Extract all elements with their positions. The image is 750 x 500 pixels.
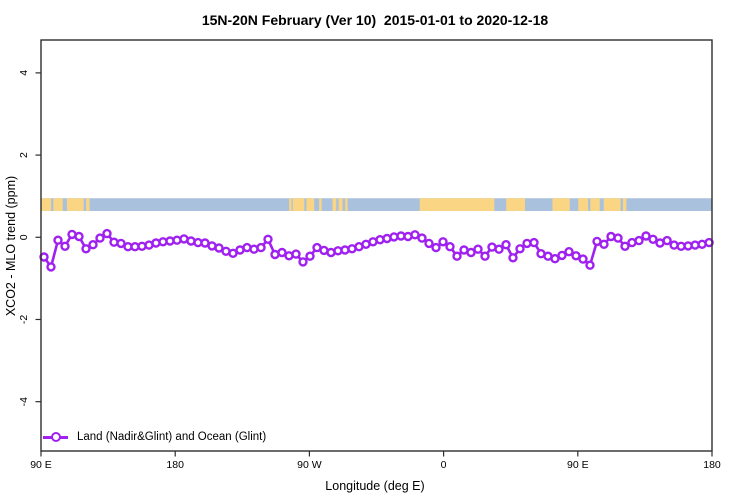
data-point <box>501 239 511 250</box>
y-tick-label: 2 <box>18 152 30 158</box>
data-point <box>46 262 56 272</box>
data-point <box>599 239 609 250</box>
data-point <box>417 233 427 243</box>
data-point <box>508 253 518 263</box>
data-point <box>438 237 448 247</box>
y-tick-label: -2 <box>18 315 30 324</box>
legend-line-symbol <box>43 432 68 442</box>
map-land-segment <box>66 198 84 211</box>
data-point <box>81 244 91 254</box>
data-point <box>648 234 658 245</box>
data-point <box>137 241 147 252</box>
x-tick-label: 180 <box>703 459 721 471</box>
data-point <box>585 260 595 270</box>
data-point <box>620 241 630 252</box>
data-point <box>557 250 567 261</box>
plot-border <box>40 39 713 452</box>
data-point <box>375 234 385 245</box>
data-point <box>550 254 560 264</box>
data-point <box>277 247 287 258</box>
data-point <box>466 247 476 258</box>
data-series <box>39 228 714 272</box>
x-tick-label: 0 <box>441 459 447 471</box>
data-point <box>494 244 504 254</box>
data-point <box>95 233 105 243</box>
data-point <box>473 244 483 254</box>
legend-circle-marker <box>50 432 61 442</box>
map-land-segment <box>506 198 526 211</box>
data-point <box>515 244 525 254</box>
legend-label: Land (Nadir&Glint) and Ocean (Glint) <box>77 431 267 443</box>
map-land-segment <box>319 198 322 211</box>
legend: Land (Nadir&Glint) and Ocean (Glint) <box>43 429 266 445</box>
data-point <box>613 233 623 243</box>
data-point <box>410 230 420 240</box>
data-point <box>74 231 84 242</box>
map-land-segment <box>292 198 305 211</box>
data-point <box>263 234 273 245</box>
data-point <box>480 251 490 261</box>
data-point <box>214 243 224 253</box>
chart-title: 15N-20N February (Ver 10) 2015-01-01 to … <box>201 12 549 28</box>
map-land-segment <box>345 198 348 211</box>
data-point <box>298 257 308 267</box>
x-tick-label: 90 E <box>30 459 52 471</box>
data-point <box>228 248 238 259</box>
map-land-segment <box>289 198 292 211</box>
x-tick-label: 180 <box>166 459 184 471</box>
x-tick-label: 90 W <box>297 459 322 471</box>
data-point <box>662 235 672 246</box>
map-land-segment <box>603 198 621 211</box>
data-point <box>291 249 301 259</box>
data-point <box>102 228 112 239</box>
data-point <box>445 241 455 252</box>
data-point <box>340 245 350 255</box>
map-land-segment <box>622 198 627 211</box>
data-point <box>431 242 441 253</box>
data-point <box>564 246 574 257</box>
data-point <box>88 239 98 250</box>
world-map-strip <box>41 198 712 211</box>
data-point <box>452 251 462 261</box>
map-land-segment <box>578 198 589 211</box>
map-land-segment <box>338 198 343 211</box>
data-point <box>669 240 679 250</box>
map-land-segment <box>552 198 570 211</box>
map-land-segment <box>419 198 495 211</box>
data-point <box>634 235 644 246</box>
map-land-segment <box>332 198 337 211</box>
data-point <box>151 238 161 248</box>
data-point <box>424 238 434 249</box>
map-land-segment <box>41 198 52 211</box>
data-point <box>53 235 63 245</box>
data-point <box>109 237 119 247</box>
data-point <box>256 242 266 253</box>
map-land-segment <box>86 198 90 211</box>
data-point <box>571 251 581 261</box>
data-point <box>305 251 315 261</box>
x-axis-label: Longitude (deg E) <box>325 479 425 493</box>
map-land-segment <box>590 198 600 211</box>
data-point <box>641 231 651 241</box>
y-tick-label: -4 <box>18 397 30 406</box>
y-tick-label: 0 <box>18 234 30 240</box>
map-land-segment <box>53 198 63 211</box>
data-point <box>578 254 588 264</box>
x-tick-label: 90 E <box>567 459 589 471</box>
map-land-segment <box>306 198 315 211</box>
data-point <box>116 238 126 249</box>
data-point <box>60 241 70 252</box>
y-tick-label: 4 <box>18 70 30 76</box>
data-point <box>529 237 539 248</box>
axes: 90 E 180 90 W 0 90 E 180 4 2 0 -2 -4 <box>18 70 721 471</box>
map-ocean-band <box>41 198 712 211</box>
